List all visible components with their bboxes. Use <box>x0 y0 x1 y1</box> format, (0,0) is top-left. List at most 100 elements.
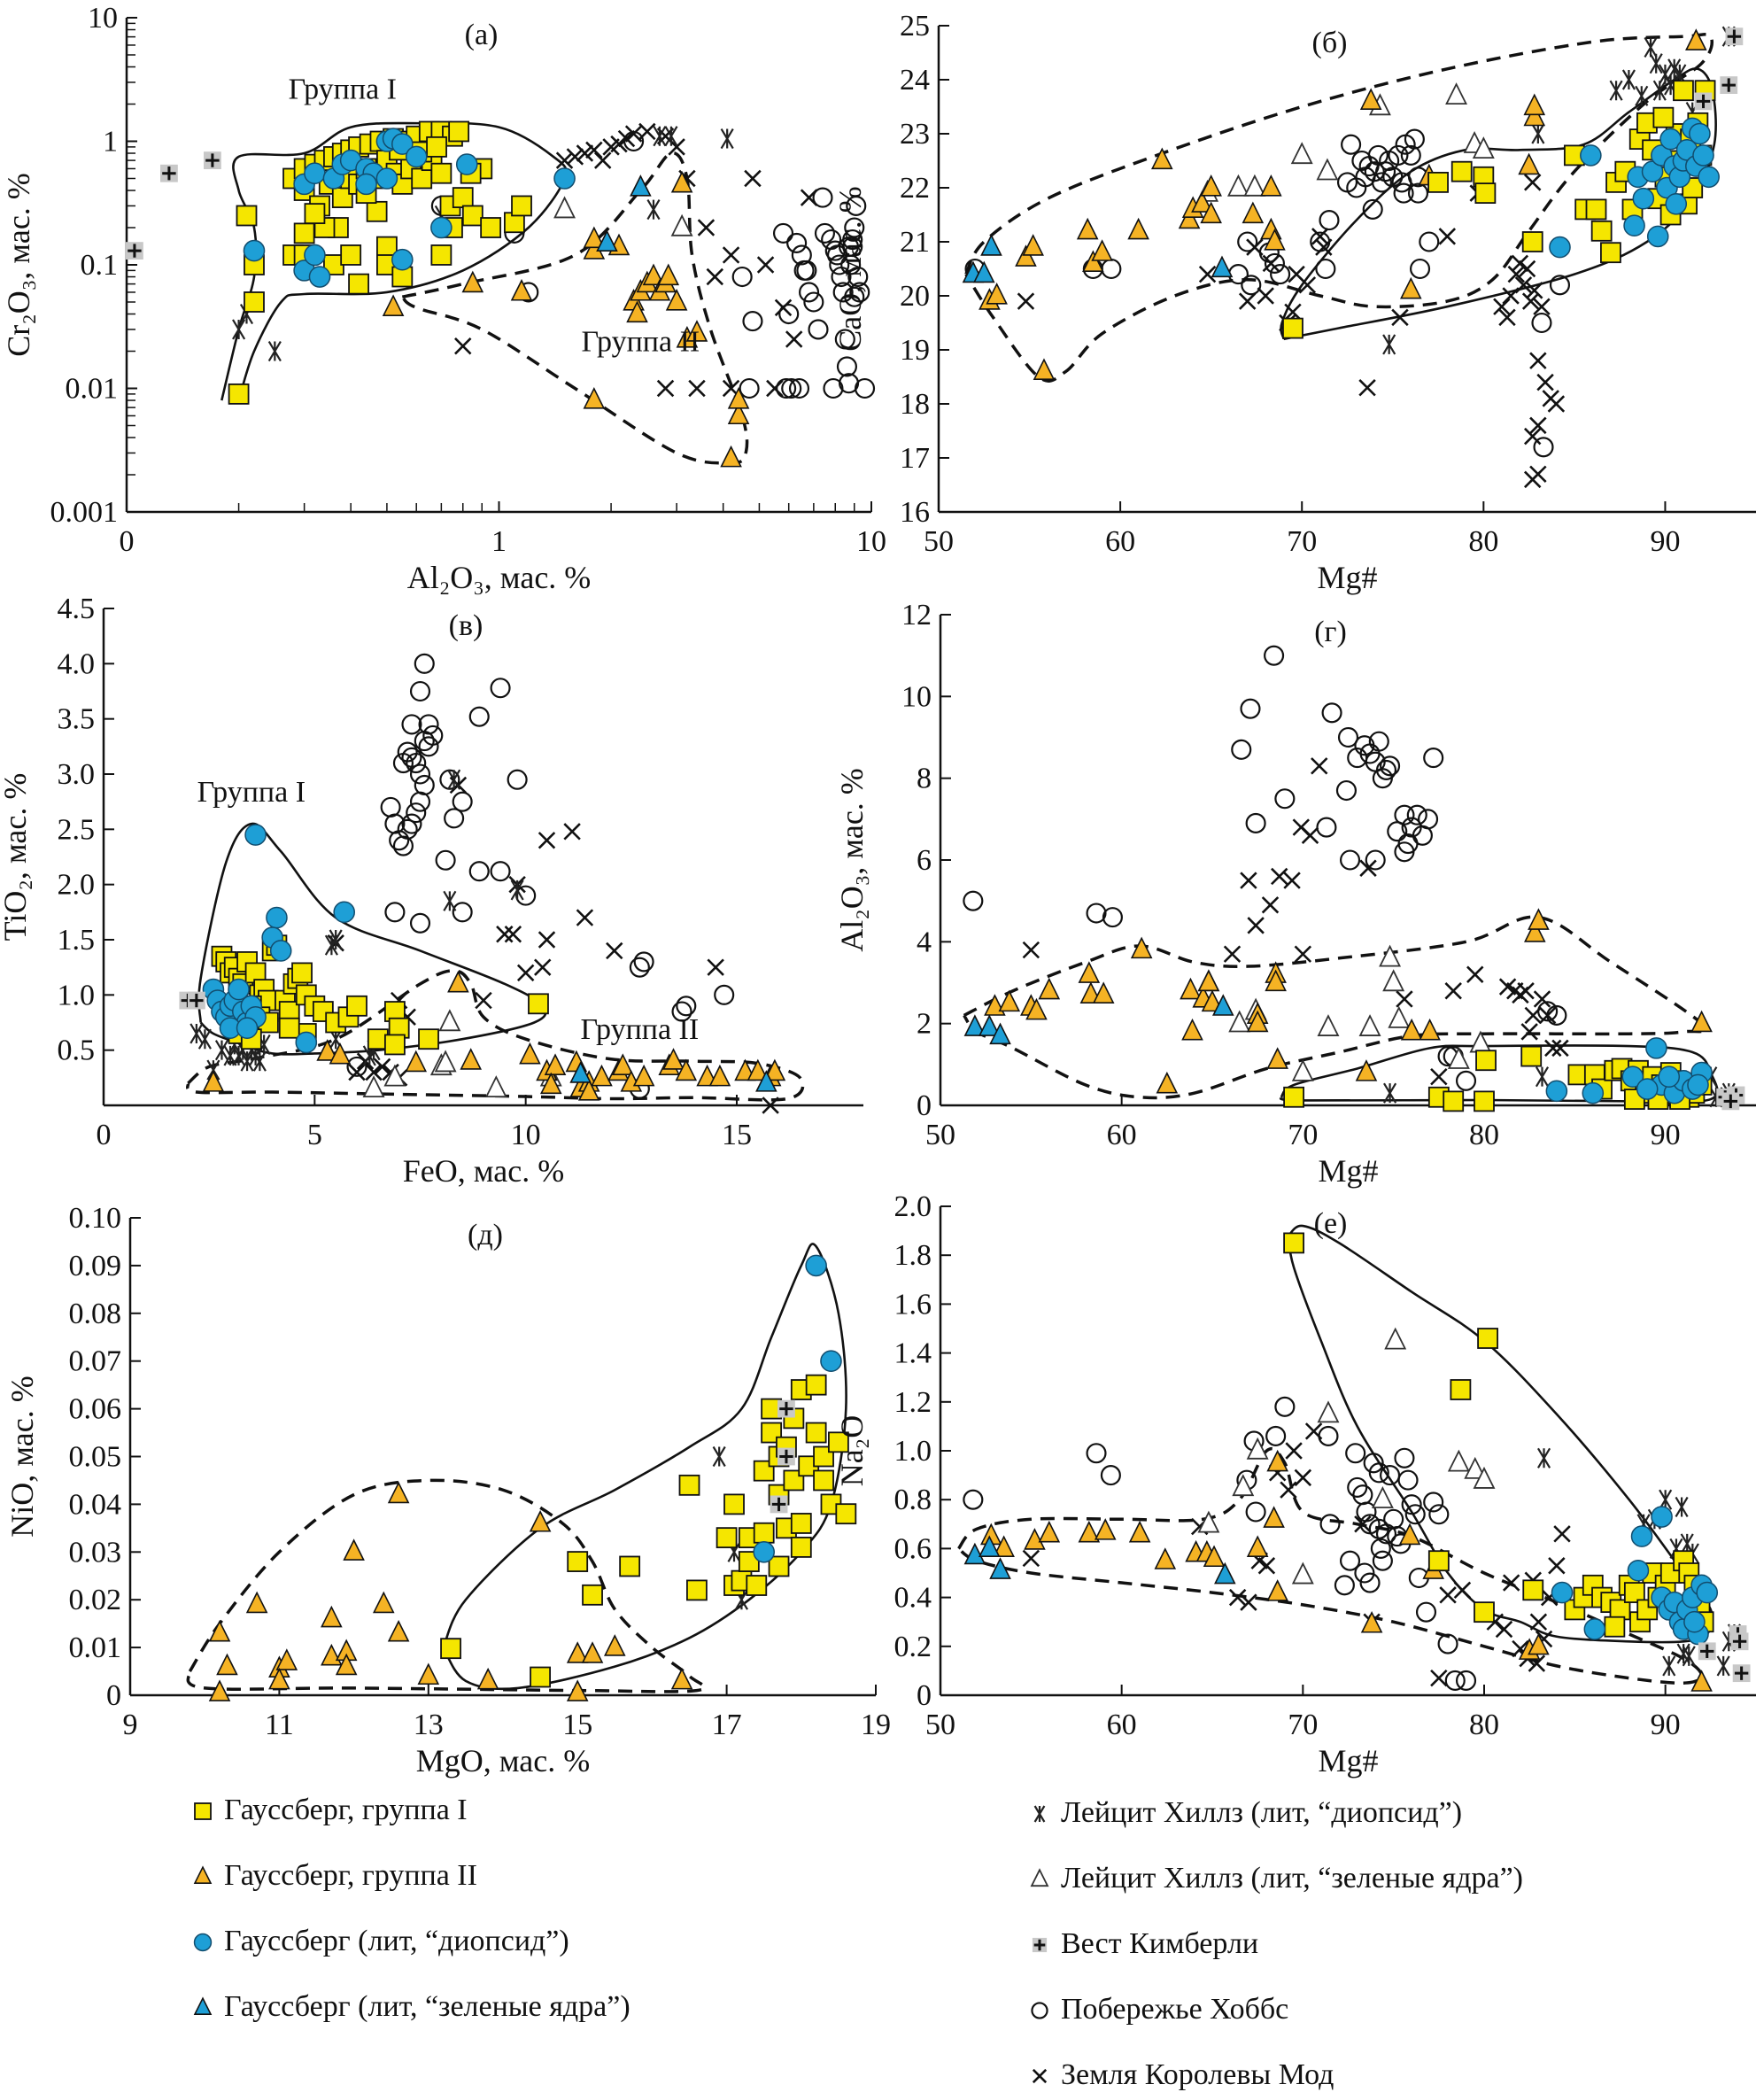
data-point-qm <box>454 337 472 355</box>
data-point-hc <box>1334 1575 1355 1596</box>
data-point-gz <box>755 1070 777 1092</box>
data-point-hc <box>380 796 401 818</box>
data-point-g1 <box>567 1551 589 1572</box>
data-point-hc <box>823 377 844 399</box>
data-point-hc <box>1362 198 1383 220</box>
data-point-g2 <box>1246 1535 1269 1557</box>
data-point-g2 <box>1690 1670 1713 1692</box>
y-tick-label: 17 <box>900 442 930 475</box>
data-point-lz <box>438 1009 461 1032</box>
legend-label: Гауссберг (лит, “диопсид”) <box>224 1925 569 1957</box>
data-point-hc <box>418 714 439 735</box>
data-point-hc <box>409 791 431 812</box>
data-point-hc <box>401 813 422 834</box>
legend-marker <box>193 1865 213 1885</box>
data-point-g1 <box>461 205 483 227</box>
data-point-wk <box>770 1495 788 1514</box>
data-point-g1 <box>228 383 250 405</box>
data-point-hc <box>1371 172 1393 193</box>
data-point-lz <box>1243 174 1266 197</box>
data-point-g2 <box>1156 1071 1179 1094</box>
data-point-ld <box>1682 1646 1696 1667</box>
y-tick-label: 10 <box>901 680 932 713</box>
data-point-hc <box>1086 1443 1107 1464</box>
data-point-g2 <box>321 1643 343 1666</box>
data-point-ld <box>664 126 678 147</box>
data-point-g2 <box>1197 969 1220 992</box>
data-point-qm <box>722 246 740 264</box>
data-point-g2 <box>1130 936 1153 959</box>
data-point-hc <box>1354 1562 1375 1584</box>
legend-label: Лейцит Хиллз (лит, “диопсид”) <box>1061 1796 1463 1829</box>
data-point-hc <box>409 680 431 702</box>
data-point-g2 <box>335 1653 358 1676</box>
data-point-gz <box>989 1022 1011 1045</box>
data-point-gz <box>1214 1561 1236 1585</box>
data-point-gz <box>1211 994 1234 1016</box>
data-point-lz <box>1232 1474 1255 1497</box>
x-tick-label: 90 <box>1651 1709 1681 1741</box>
x-tick-label: 5 <box>307 1119 322 1151</box>
data-point-qm <box>706 267 724 286</box>
y-tick-label: 12 <box>901 599 932 632</box>
data-point-ld <box>267 340 282 362</box>
x-tick-label: 50 <box>924 525 954 558</box>
data-point-gd <box>333 901 356 924</box>
data-point-qm <box>1517 982 1535 1000</box>
y-tick-label: 2 <box>917 1008 932 1041</box>
panel-b: 16 17 18 19 20 21 22 23 24 25 50 60 70 80 90 Mg# CaO, ма… <box>832 10 1756 595</box>
data-point-hc <box>1227 264 1249 285</box>
data-point-hc <box>844 286 865 307</box>
data-point-lz <box>1290 142 1313 165</box>
y-tick-label: 22 <box>900 172 930 205</box>
y-tick-label: 0.6 <box>894 1532 932 1565</box>
y-tick-label: 0.07 <box>69 1345 122 1378</box>
panel-a: 0.001 0.01 0.1 1 10 0 1 10 Al₂O₃, мас. % Cr₂O₃, м… <box>1 2 886 595</box>
data-point-g1 <box>1600 242 1621 264</box>
data-point-g2 <box>268 1667 290 1690</box>
data-point-ld <box>1635 85 1649 106</box>
data-point-lz <box>1447 1047 1470 1069</box>
data-point-lz <box>484 1075 507 1097</box>
data-point-g1 <box>805 1374 827 1396</box>
data-point-hc <box>1437 1633 1458 1654</box>
data-point-hc <box>1319 210 1340 231</box>
data-point-g2 <box>1078 1520 1101 1543</box>
data-point-g1 <box>383 1034 406 1056</box>
data-point-g1 <box>1283 1086 1304 1108</box>
data-point-qm <box>1262 254 1280 273</box>
data-point-hc <box>1404 1504 1426 1525</box>
data-point-lz <box>1291 1058 1314 1081</box>
data-point-g1 <box>528 993 549 1015</box>
data-point-gz <box>980 234 1002 256</box>
data-point-gd <box>820 1350 842 1372</box>
data-point-gd <box>308 266 331 288</box>
y-tick-label: 1.5 <box>58 924 96 957</box>
data-point-gz <box>972 260 995 283</box>
data-point-ld <box>1531 123 1545 144</box>
data-point-qm <box>496 926 514 943</box>
data-point-hc <box>490 861 511 882</box>
data-point-gd <box>1583 1618 1606 1640</box>
data-point-hc <box>714 984 735 1005</box>
panel-label: (б) <box>1312 27 1348 59</box>
y-tick-label: 0.5 <box>58 1035 96 1067</box>
data-point-g1 <box>448 120 470 143</box>
data-point-gz <box>630 174 652 197</box>
data-point-g2 <box>382 294 405 316</box>
data-point-qm <box>1238 292 1257 310</box>
asterisk-icon <box>1033 1805 1046 1823</box>
x-tick-label: 60 <box>1107 1709 1137 1741</box>
data-point-qm <box>1520 1023 1538 1041</box>
data-point-hc <box>849 282 870 303</box>
y-tick-label: 23 <box>900 118 930 151</box>
y-tick-label: 1.4 <box>894 1337 932 1370</box>
data-point-g2 <box>460 1048 482 1070</box>
data-point-g1 <box>411 167 433 190</box>
data-point-qm <box>1280 1481 1297 1499</box>
data-point-g1 <box>1427 171 1449 193</box>
y-axis-label: TiO₂, мас. % <box>0 773 33 942</box>
data-point-g2 <box>1266 1449 1288 1472</box>
data-point-g2 <box>1128 1520 1151 1543</box>
data-point-ld <box>1535 1066 1550 1088</box>
